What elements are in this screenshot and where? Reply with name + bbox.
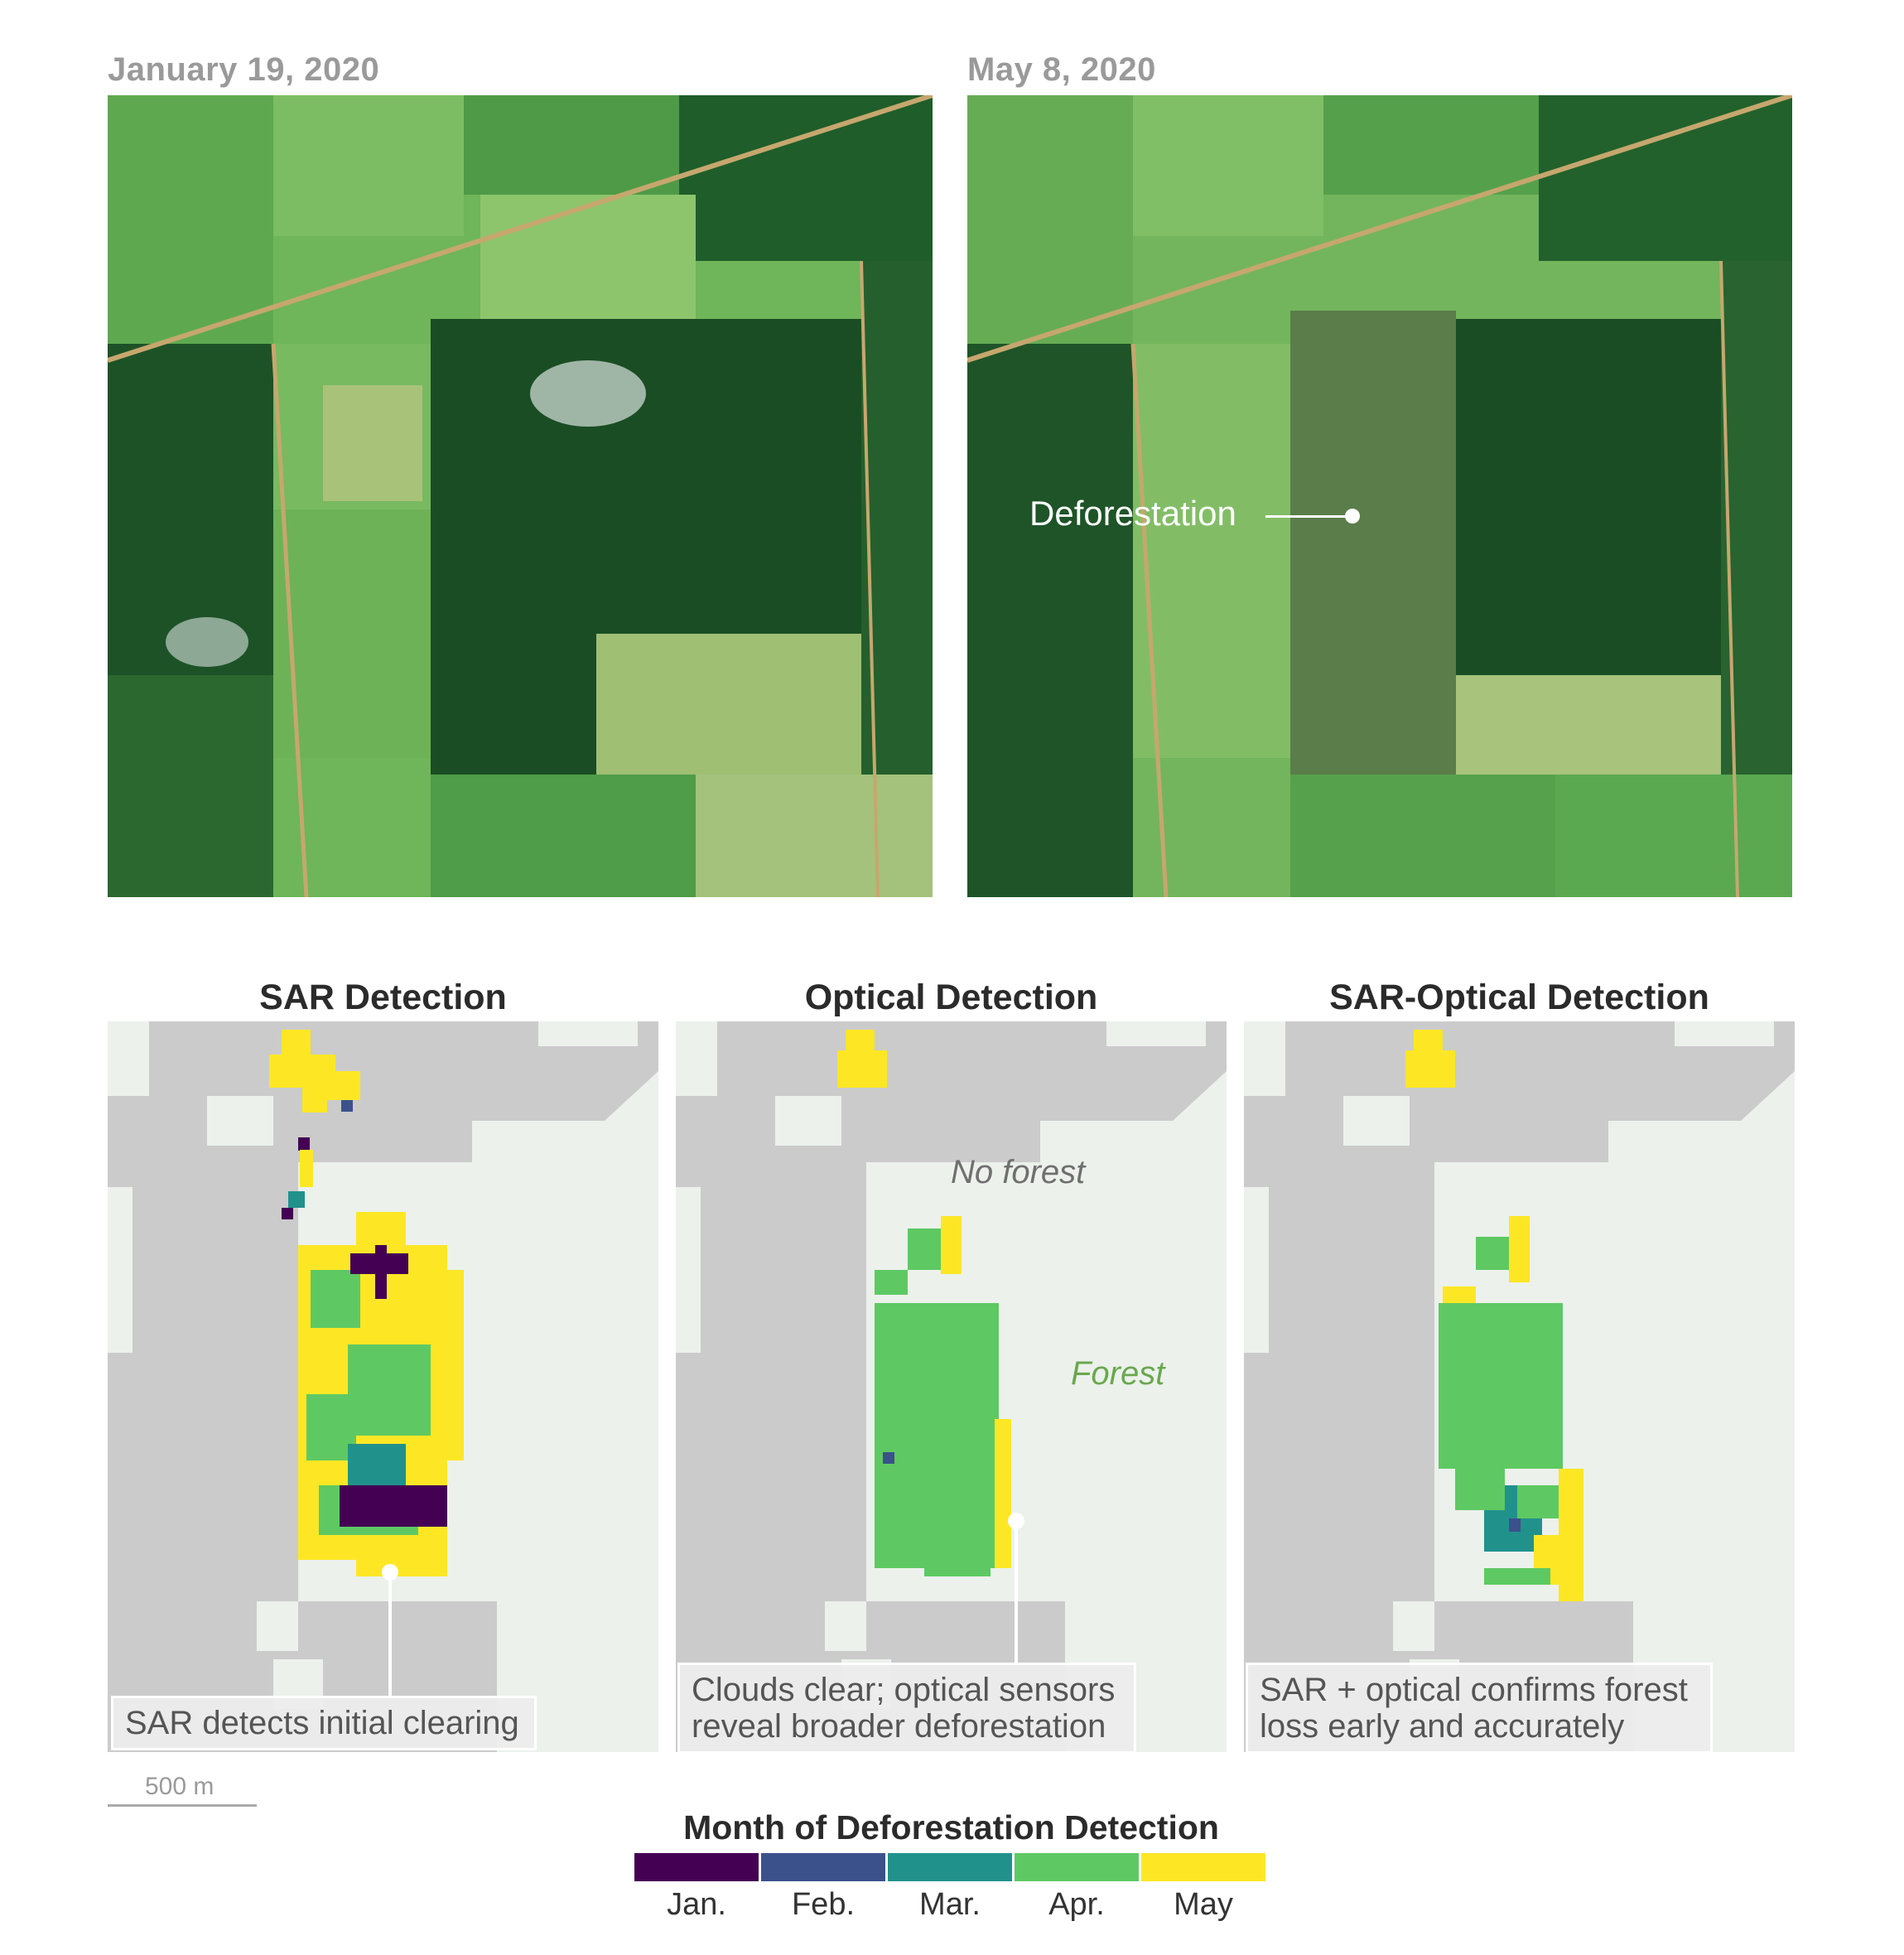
sar-optical-detection-map [1244, 1021, 1795, 1752]
sar-optical-detection-pixels [1405, 1030, 1583, 1601]
legend-label-mar: Mar. [919, 1887, 981, 1922]
satellite-image-after-art [967, 95, 1792, 897]
legend-swatch-may [1141, 1853, 1265, 1881]
sar-pointer-dot [382, 1564, 398, 1581]
sar-caption: SAR detects initial clearing [111, 1696, 537, 1750]
sar-pointer-line [388, 1576, 392, 1697]
legend-label-may: May [1174, 1887, 1233, 1922]
legend-label-apr: Apr. [1048, 1887, 1105, 1922]
sar-panel-title: SAR Detection [259, 978, 507, 1017]
optical-pointer-line [1015, 1523, 1018, 1663]
legend-title: Month of Deforestation Detection [683, 1808, 1219, 1846]
legend-swatch-mar [888, 1853, 1012, 1881]
no-forest-label: No forest [951, 1154, 1086, 1190]
scale-bar [108, 1804, 257, 1807]
optical-caption: Clouds clear; optical sensors reveal bro… [677, 1663, 1136, 1754]
optical-caption-line-2: reveal broader deforestation [692, 1708, 1106, 1745]
after-image-date: May 8, 2020 [967, 51, 1156, 88]
legend-label-feb: Feb. [791, 1887, 856, 1922]
satellite-image-before [108, 95, 933, 897]
deforestation-annotation: Deforestation [1029, 494, 1236, 533]
optical-detection-map [676, 1021, 1227, 1752]
optical-pointer-dot [1008, 1513, 1024, 1529]
sar-caption-line-1: SAR detects initial clearing [125, 1705, 519, 1741]
sar-optical-caption: SAR + optical confirms forest loss early… [1246, 1663, 1713, 1754]
sar-optical-panel-title: SAR-Optical Detection [1329, 978, 1709, 1017]
optical-detection-pixels [837, 1030, 1011, 1576]
optical-panel-title: Optical Detection [804, 978, 1098, 1017]
legend-label-jan: Jan. [667, 1887, 726, 1922]
legend-swatch-apr [1015, 1853, 1139, 1881]
legend-swatch-feb [761, 1853, 885, 1881]
legend-swatch-jan [634, 1853, 759, 1881]
before-image-date: January 19, 2020 [108, 51, 380, 88]
satellite-image-before-art [108, 95, 933, 897]
scale-bar-label: 500 m [145, 1773, 215, 1800]
deforestation-leader-line [1265, 515, 1348, 518]
forest-label: Forest [1071, 1355, 1165, 1392]
optical-caption-line-1: Clouds clear; optical sensors [692, 1672, 1116, 1708]
deforestation-marker [1345, 509, 1360, 524]
sar-detection-pixels [269, 1030, 464, 1576]
satellite-image-after [967, 95, 1792, 897]
sar-optical-detection-map-art [1244, 1021, 1795, 1752]
sar-detection-map [108, 1021, 658, 1752]
sar-detection-map-art [108, 1021, 658, 1752]
sar-optical-caption-line-2: loss early and accurately [1260, 1708, 1625, 1745]
sar-optical-caption-line-1: SAR + optical confirms forest [1260, 1672, 1688, 1708]
